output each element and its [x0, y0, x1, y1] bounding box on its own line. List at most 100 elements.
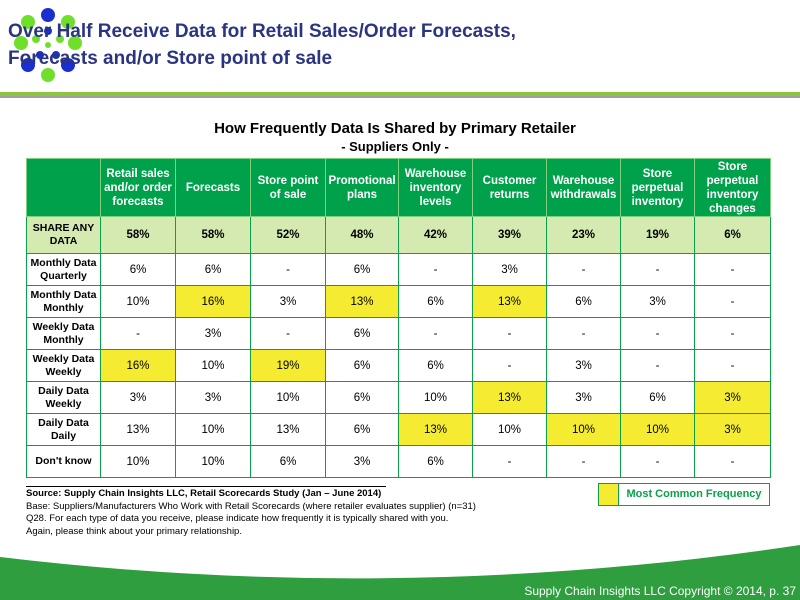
table-row: SHARE ANY DATA 58% 58% 52% 48% 42% 39% 23% 19% 6% [26, 216, 771, 254]
table-cell: 6% [694, 216, 771, 254]
table-cell: 6% [175, 253, 251, 286]
table-row: Daily Data Weekly 3% 3% 10% 6% 10% 13% 3% 6% 3% [26, 381, 771, 414]
table-cell: 6% [100, 253, 176, 286]
table-cell: 6% [325, 413, 399, 446]
company-logo [14, 8, 82, 82]
table-cell: 52% [250, 216, 326, 254]
table-cell: 13% [472, 285, 547, 318]
row-label: SHARE ANY DATA [26, 216, 101, 254]
table-cell: 58% [100, 216, 176, 254]
table-row: Daily Data Daily 13% 10% 13% 6% 13% 10% 10% 10% 3… [26, 413, 771, 446]
header-row: Retail sales and/or order forecasts Forec… [26, 158, 771, 217]
table-cell: 10% [175, 413, 251, 446]
legend-label: Most Common Frequency [626, 488, 762, 500]
table-cell: - [620, 349, 695, 382]
table-cell: 3% [175, 381, 251, 414]
table-cell: - [398, 253, 473, 286]
table-cell: - [694, 253, 771, 286]
base-text: Base: Suppliers/Manufacturers Who Work w… [26, 500, 476, 512]
slide-title: Over Half Receive Data for Retail Sales/… [8, 18, 516, 72]
table-cell: - [620, 445, 695, 478]
table-cell: 6% [398, 285, 473, 318]
table-cell: - [694, 317, 771, 350]
table-cell: 10% [472, 413, 547, 446]
column-header: Store point of sale [250, 158, 326, 217]
row-label: Weekly Data Monthly [26, 317, 101, 350]
table-cell: 48% [325, 216, 399, 254]
header-corner [26, 158, 101, 217]
table-cell: - [694, 445, 771, 478]
legend-swatch [599, 484, 619, 505]
table-cell: - [546, 445, 621, 478]
table-cell: - [694, 285, 771, 318]
column-header: Store perpetual inventory [620, 158, 695, 217]
table-cell: 42% [398, 216, 473, 254]
table-cell: - [546, 253, 621, 286]
column-header: Retail sales and/or order forecasts [100, 158, 176, 217]
row-label: Monthly Data Monthly [26, 285, 101, 318]
table-cell: - [620, 317, 695, 350]
table-row: Weekly Data Monthly -3% -6% - - - - - [26, 317, 771, 350]
title-divider [0, 92, 800, 96]
table-cell: 3% [546, 381, 621, 414]
table-cell: 10% [100, 285, 176, 318]
table-cell: - [546, 317, 621, 350]
slide-title-line-1: Over Half Receive Data for Retail Sales/… [8, 21, 516, 42]
table-cell: 10% [398, 381, 473, 414]
table-cell: 13% [325, 285, 399, 318]
table-cell: 10% [175, 349, 251, 382]
source-text: Source: Supply Chain Insights LLC, Retai… [26, 488, 382, 499]
table-cell: 6% [398, 445, 473, 478]
footer-band [0, 545, 800, 600]
table-cell: 3% [694, 413, 771, 446]
table-cell: 3% [325, 445, 399, 478]
column-header: Forecasts [175, 158, 251, 217]
column-header: Warehouse withdrawals [546, 158, 621, 217]
table-cell: - [100, 317, 176, 350]
table-cell: 3% [250, 285, 326, 318]
row-label: Daily Data Daily [26, 413, 101, 446]
table-cell: 10% [175, 445, 251, 478]
table-cell: 58% [175, 216, 251, 254]
table-cell: - [472, 445, 547, 478]
table-cell: 6% [250, 445, 326, 478]
table-cell: 6% [398, 349, 473, 382]
table-cell: - [250, 317, 326, 350]
column-header: Customer returns [472, 158, 547, 217]
table-cell: 23% [546, 216, 621, 254]
table-cell: 6% [325, 253, 399, 286]
table-cell: 6% [620, 381, 695, 414]
column-header: Store perpetual inventory changes [694, 158, 771, 217]
table-cell: 16% [100, 349, 176, 382]
table-cell: 6% [325, 349, 399, 382]
slide-title-line-2: Forecasts and/or Store point of sale [8, 48, 333, 69]
table-cell: 3% [694, 381, 771, 414]
table-cell: 39% [472, 216, 547, 254]
table-cell: 10% [620, 413, 695, 446]
legend: Most Common Frequency [598, 483, 770, 506]
table-cell: 10% [100, 445, 176, 478]
column-header: Promotional plans [325, 158, 399, 217]
row-label: Monthly Data Quarterly [26, 253, 101, 286]
title-divider-shadow [0, 96, 800, 98]
table-row: Weekly Data Weekly 16% 10% 19% 6% 6% -3% - - [26, 349, 771, 382]
table-cell: - [472, 349, 547, 382]
table-row: Don't know 10% 10% 6% 3% 6% - - - - [26, 445, 771, 478]
table-cell: 13% [250, 413, 326, 446]
table-cell: 16% [175, 285, 251, 318]
table-cell: - [694, 349, 771, 382]
table-cell: 19% [250, 349, 326, 382]
row-label: Daily Data Weekly [26, 381, 101, 414]
question-text: Q28. For each type of data you receive, … [26, 513, 449, 524]
table-cell: 13% [100, 413, 176, 446]
table-cell: - [472, 317, 547, 350]
table-title: How Frequently Data Is Shared by Primary… [214, 120, 576, 137]
table-cell: - [398, 317, 473, 350]
table-cell: 3% [100, 381, 176, 414]
table-cell: 10% [546, 413, 621, 446]
table-cell: 6% [325, 381, 399, 414]
table-cell: - [250, 253, 326, 286]
table-row: Monthly Data Quarterly 6% 6% -6% -3% - - - [26, 253, 771, 286]
table-cell: 19% [620, 216, 695, 254]
table-cell: 3% [546, 349, 621, 382]
